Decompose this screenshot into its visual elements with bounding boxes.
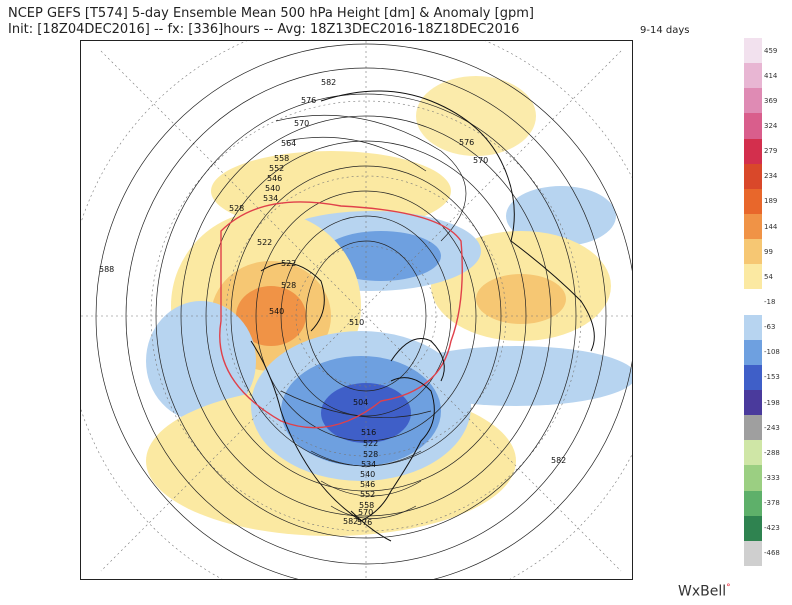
colorbar-label: -198	[764, 398, 780, 407]
contour-label: 570	[294, 119, 309, 128]
contour-label: 546	[360, 480, 375, 489]
contour-label: 582	[343, 517, 358, 526]
contour-label: 504	[353, 398, 368, 407]
colorbar-segment	[744, 490, 762, 517]
contour-label: 540	[360, 470, 375, 479]
colorbar-segment	[744, 390, 762, 416]
colorbar-segment	[744, 465, 762, 492]
colorbar-segment	[744, 289, 762, 316]
contour-label: 528	[363, 450, 378, 459]
brand-logo: WxBell°	[678, 583, 731, 600]
colorbar-segment	[744, 515, 762, 542]
contour-label: 528	[281, 281, 296, 290]
colorbar-label: -243	[764, 423, 780, 432]
colorbar-label: 324	[764, 122, 778, 130]
colorbar-label: -423	[764, 524, 780, 533]
contour-label: 576	[301, 96, 316, 105]
chart-title: NCEP GEFS [T574] 5-day Ensemble Mean 500…	[8, 6, 534, 21]
colorbar-label: 369	[764, 96, 778, 105]
colorbar-segment	[744, 38, 762, 64]
contour-label: 552	[360, 490, 375, 499]
contour-label: 570	[473, 156, 488, 165]
colorbar-segment	[744, 188, 762, 215]
contour-label: 576	[459, 138, 474, 147]
forecast-range-label: 9-14 days	[640, 25, 690, 36]
map-panel: 582 576 570 564 558 552 546 540 534 528 …	[80, 40, 633, 580]
contour-label: 510	[349, 318, 364, 327]
reference-contour	[219, 201, 463, 429]
contour-label: 522	[257, 238, 272, 247]
contour-label: 522	[281, 259, 296, 268]
colorbar-label: -333	[764, 474, 780, 482]
contour-label: 540	[265, 184, 280, 193]
colorbar-segment	[744, 63, 762, 89]
colorbar-segment	[744, 239, 762, 265]
contour-label: 534	[263, 194, 278, 203]
init-forecast-info: Init: [18Z04DEC2016] -- fx: [336]hours -…	[8, 22, 520, 37]
coastlines	[250, 90, 595, 542]
colorbar-label: -108	[764, 348, 780, 357]
brand-dot: °	[726, 583, 731, 593]
colorbar-label: -18	[764, 298, 776, 306]
contour-label: 534	[361, 460, 376, 469]
colorbar-label: 99	[764, 247, 773, 256]
height-contours	[95, 43, 632, 579]
contour-label: 558	[274, 154, 289, 163]
contour-label: 582	[321, 78, 336, 87]
colorbar-segment	[744, 214, 762, 240]
colorbar-label: -63	[764, 323, 776, 332]
colorbar-label: 459	[764, 46, 778, 55]
colorbar-segment	[744, 540, 762, 567]
contour-label: 558	[359, 501, 374, 510]
colorbar-segment	[744, 339, 762, 366]
contour-label: 552	[269, 164, 284, 173]
colorbar-segment	[744, 314, 762, 341]
colorbar-label: -468	[764, 549, 780, 558]
colorbar-label: -153	[764, 373, 780, 382]
colorbar-label: 234	[764, 172, 778, 181]
colorbar-label: 54	[764, 272, 773, 281]
colorbar-label: -378	[764, 499, 780, 508]
contour-label: 546	[267, 174, 282, 183]
contour-label: 528	[229, 204, 244, 213]
colorbar-label: 414	[764, 71, 778, 80]
colorbar-segment	[744, 163, 762, 190]
colorbar-segment	[744, 113, 762, 140]
contour-label: 564	[281, 139, 296, 148]
contour-label: 540	[269, 307, 284, 316]
colorbar-segment	[744, 88, 762, 114]
brand-text: WxBell	[678, 583, 727, 600]
contour-label: 522	[363, 439, 378, 448]
contour-label: 582	[551, 456, 566, 465]
contour-labels: 582 576 570 564 558 552 546 540 534 528 …	[99, 78, 566, 527]
contour-label: 588	[99, 265, 114, 274]
contour-label: 576	[357, 518, 372, 527]
colorbar-label: 279	[764, 147, 778, 156]
colorbar-label: 189	[764, 197, 778, 206]
contour-label: 570	[358, 508, 373, 517]
colorbar-label: -288	[764, 448, 780, 457]
colorbar-label: 144	[764, 222, 778, 231]
anomaly-colorbar	[744, 38, 762, 567]
contour-label: 516	[361, 428, 376, 437]
colorbar-segment	[744, 264, 762, 290]
anomaly-shading	[146, 76, 632, 536]
polar-stereographic-map: 582 576 570 564 558 552 546 540 534 528 …	[81, 41, 632, 579]
colorbar-segment	[744, 364, 762, 391]
colorbar-segment	[744, 138, 762, 165]
colorbar-segment	[744, 440, 762, 466]
colorbar-segment	[744, 415, 762, 441]
